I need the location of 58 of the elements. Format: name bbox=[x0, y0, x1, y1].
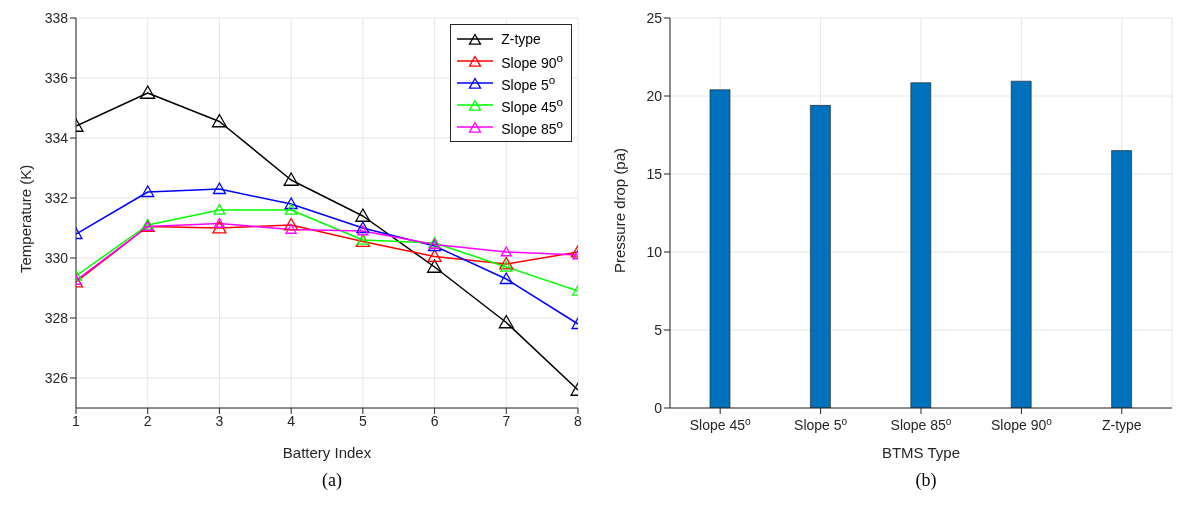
x-tick-label: Slope 85$^{o}$ bbox=[890, 415, 952, 433]
y-tick-label: 330 bbox=[44, 249, 69, 266]
y-tick-label: 332 bbox=[44, 189, 69, 206]
point bbox=[212, 220, 227, 234]
x-tick-label: 7 bbox=[502, 412, 511, 429]
point bbox=[284, 197, 298, 210]
x-tick-label: 4 bbox=[287, 412, 296, 429]
x-tick-label: Slope 90$^{o}$ bbox=[990, 415, 1053, 433]
legend-label: Slope 5$^{o}$ bbox=[501, 73, 556, 93]
y-axis-title: Pressure drop (pa) bbox=[611, 147, 629, 273]
point bbox=[141, 185, 155, 198]
point bbox=[212, 182, 227, 195]
legend-label: Slope 45$^{o}$ bbox=[501, 95, 563, 115]
y-tick-label: 336 bbox=[44, 69, 69, 86]
x-tick-label: 2 bbox=[143, 412, 152, 429]
y-tick-label: 0 bbox=[654, 399, 663, 416]
point bbox=[427, 249, 442, 263]
legend-label: Z-type bbox=[501, 31, 541, 47]
point bbox=[357, 225, 369, 236]
point bbox=[283, 172, 299, 186]
x-tick-label: 5 bbox=[358, 412, 367, 429]
point bbox=[499, 272, 513, 285]
x-tick-label: Z-type bbox=[1101, 417, 1142, 433]
x-tick-label: 6 bbox=[430, 412, 439, 429]
text: (a) bbox=[321, 470, 343, 491]
x-axis-title: BTMS Type bbox=[881, 444, 961, 461]
point bbox=[284, 203, 298, 215]
y-tick-label: 328 bbox=[44, 309, 69, 326]
y-tick-label: 334 bbox=[44, 129, 69, 146]
point bbox=[426, 259, 443, 273]
y-tick-label: 5 bbox=[654, 321, 663, 338]
y-tick-label: 338 bbox=[44, 9, 69, 26]
y-tick-label: 10 bbox=[646, 243, 663, 260]
x-tick-label: 3 bbox=[215, 412, 224, 429]
legend-label: Slope 90$^{o}$ bbox=[501, 51, 563, 71]
point bbox=[355, 208, 371, 222]
x-tick-label: Slope 5$^{o}$ bbox=[794, 415, 848, 433]
y-tick-label: 15 bbox=[646, 165, 663, 182]
point bbox=[211, 113, 228, 128]
legend-label: Slope 85$^{o}$ bbox=[501, 117, 563, 137]
y-axis-title: Temperature (K) bbox=[17, 164, 35, 273]
point bbox=[500, 246, 512, 257]
x-tick-label: 1 bbox=[72, 412, 81, 429]
point bbox=[213, 217, 226, 228]
point bbox=[213, 203, 226, 215]
x-axis-title: Battery Index bbox=[282, 444, 372, 461]
point bbox=[499, 256, 514, 270]
point bbox=[500, 260, 513, 272]
y-tick-label: 20 bbox=[646, 87, 663, 104]
y-tick-label: 326 bbox=[44, 369, 69, 386]
point bbox=[498, 314, 514, 329]
x-tick-label: Slope 45$^{o}$ bbox=[689, 415, 752, 433]
y-tick-label: 25 bbox=[646, 9, 663, 26]
x-tick-label: 8 bbox=[574, 412, 583, 429]
point bbox=[140, 85, 156, 99]
point bbox=[283, 217, 299, 231]
text: (b) bbox=[914, 470, 938, 491]
point bbox=[285, 223, 297, 234]
